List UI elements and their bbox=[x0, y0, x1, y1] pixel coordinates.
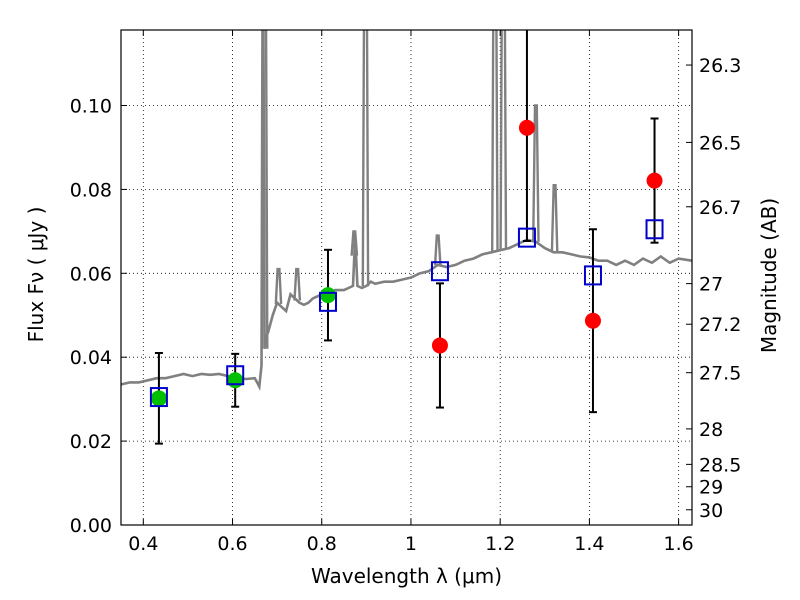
x-tick-label: 0.6 bbox=[217, 533, 247, 555]
y-tick-label: 0.00 bbox=[70, 515, 112, 537]
emission-line bbox=[350, 230, 359, 256]
mag-tick-label: 29 bbox=[699, 477, 723, 499]
x-tick-label: 1.4 bbox=[574, 533, 604, 555]
model-point bbox=[583, 265, 602, 286]
emission-line bbox=[274, 267, 283, 304]
emission-line bbox=[491, 30, 499, 252]
mag-tick-label: 26.3 bbox=[699, 55, 741, 77]
y-axis-label: Flux Fν ( μJy ) bbox=[24, 207, 48, 343]
y-tick-label: 0.06 bbox=[70, 263, 112, 285]
y-tick-label: 0.02 bbox=[70, 431, 112, 453]
emission-line bbox=[433, 234, 442, 265]
y-tick-label: 0.10 bbox=[70, 96, 112, 118]
x-tick-label: 1.2 bbox=[485, 533, 515, 555]
model-point bbox=[226, 365, 245, 386]
emission-line bbox=[260, 30, 269, 349]
emission-line bbox=[499, 30, 508, 250]
emission-line bbox=[550, 183, 559, 253]
mag-tick-label: 28 bbox=[699, 419, 723, 441]
axis-ticks: 0.4 0.6 0.8 1 1.2 1.4 1.6 0.00 0.02 0.04 0.06 0.08 0… bbox=[70, 30, 741, 555]
mag-tick-label: 26.7 bbox=[699, 197, 741, 219]
y-tick-label: 0.08 bbox=[70, 179, 112, 201]
model-point bbox=[318, 291, 337, 312]
model-point bbox=[645, 219, 664, 240]
emission-line bbox=[361, 30, 370, 287]
data-point bbox=[319, 287, 336, 304]
data-point bbox=[150, 390, 167, 407]
data-point bbox=[584, 312, 601, 329]
mag-tick-label: 27.2 bbox=[699, 314, 741, 336]
data-markers bbox=[149, 119, 664, 408]
x-axis-label: Wavelength λ (μm) bbox=[311, 564, 502, 588]
spectrum-line bbox=[121, 30, 692, 392]
mag-tick-label: 30 bbox=[699, 500, 723, 522]
plot-frame bbox=[120, 29, 693, 526]
model-point bbox=[517, 227, 536, 248]
model-point bbox=[430, 261, 449, 282]
x-tick-label: 0.4 bbox=[128, 533, 158, 555]
emission-line bbox=[532, 104, 540, 242]
grid bbox=[121, 30, 692, 526]
data-point bbox=[518, 119, 535, 136]
mag-tick-label: 27.5 bbox=[699, 363, 741, 385]
data-point bbox=[431, 337, 448, 354]
data-point bbox=[646, 172, 663, 189]
model-point bbox=[149, 387, 168, 408]
x-tick-label: 0.8 bbox=[307, 533, 337, 555]
y-tick-label: 0.04 bbox=[70, 347, 112, 369]
mag-tick-label: 26.5 bbox=[699, 132, 741, 154]
x-tick-label: 1 bbox=[405, 533, 417, 555]
mag-tick-label: 28.5 bbox=[699, 454, 741, 476]
data-point bbox=[227, 372, 244, 389]
emission-line bbox=[293, 267, 302, 301]
spectrum-layer bbox=[121, 30, 692, 392]
mag-tick-label: 27 bbox=[699, 274, 723, 296]
magnitude-axis-label: Magnitude (AB) bbox=[757, 198, 781, 353]
x-tick-label: 1.6 bbox=[664, 533, 694, 555]
